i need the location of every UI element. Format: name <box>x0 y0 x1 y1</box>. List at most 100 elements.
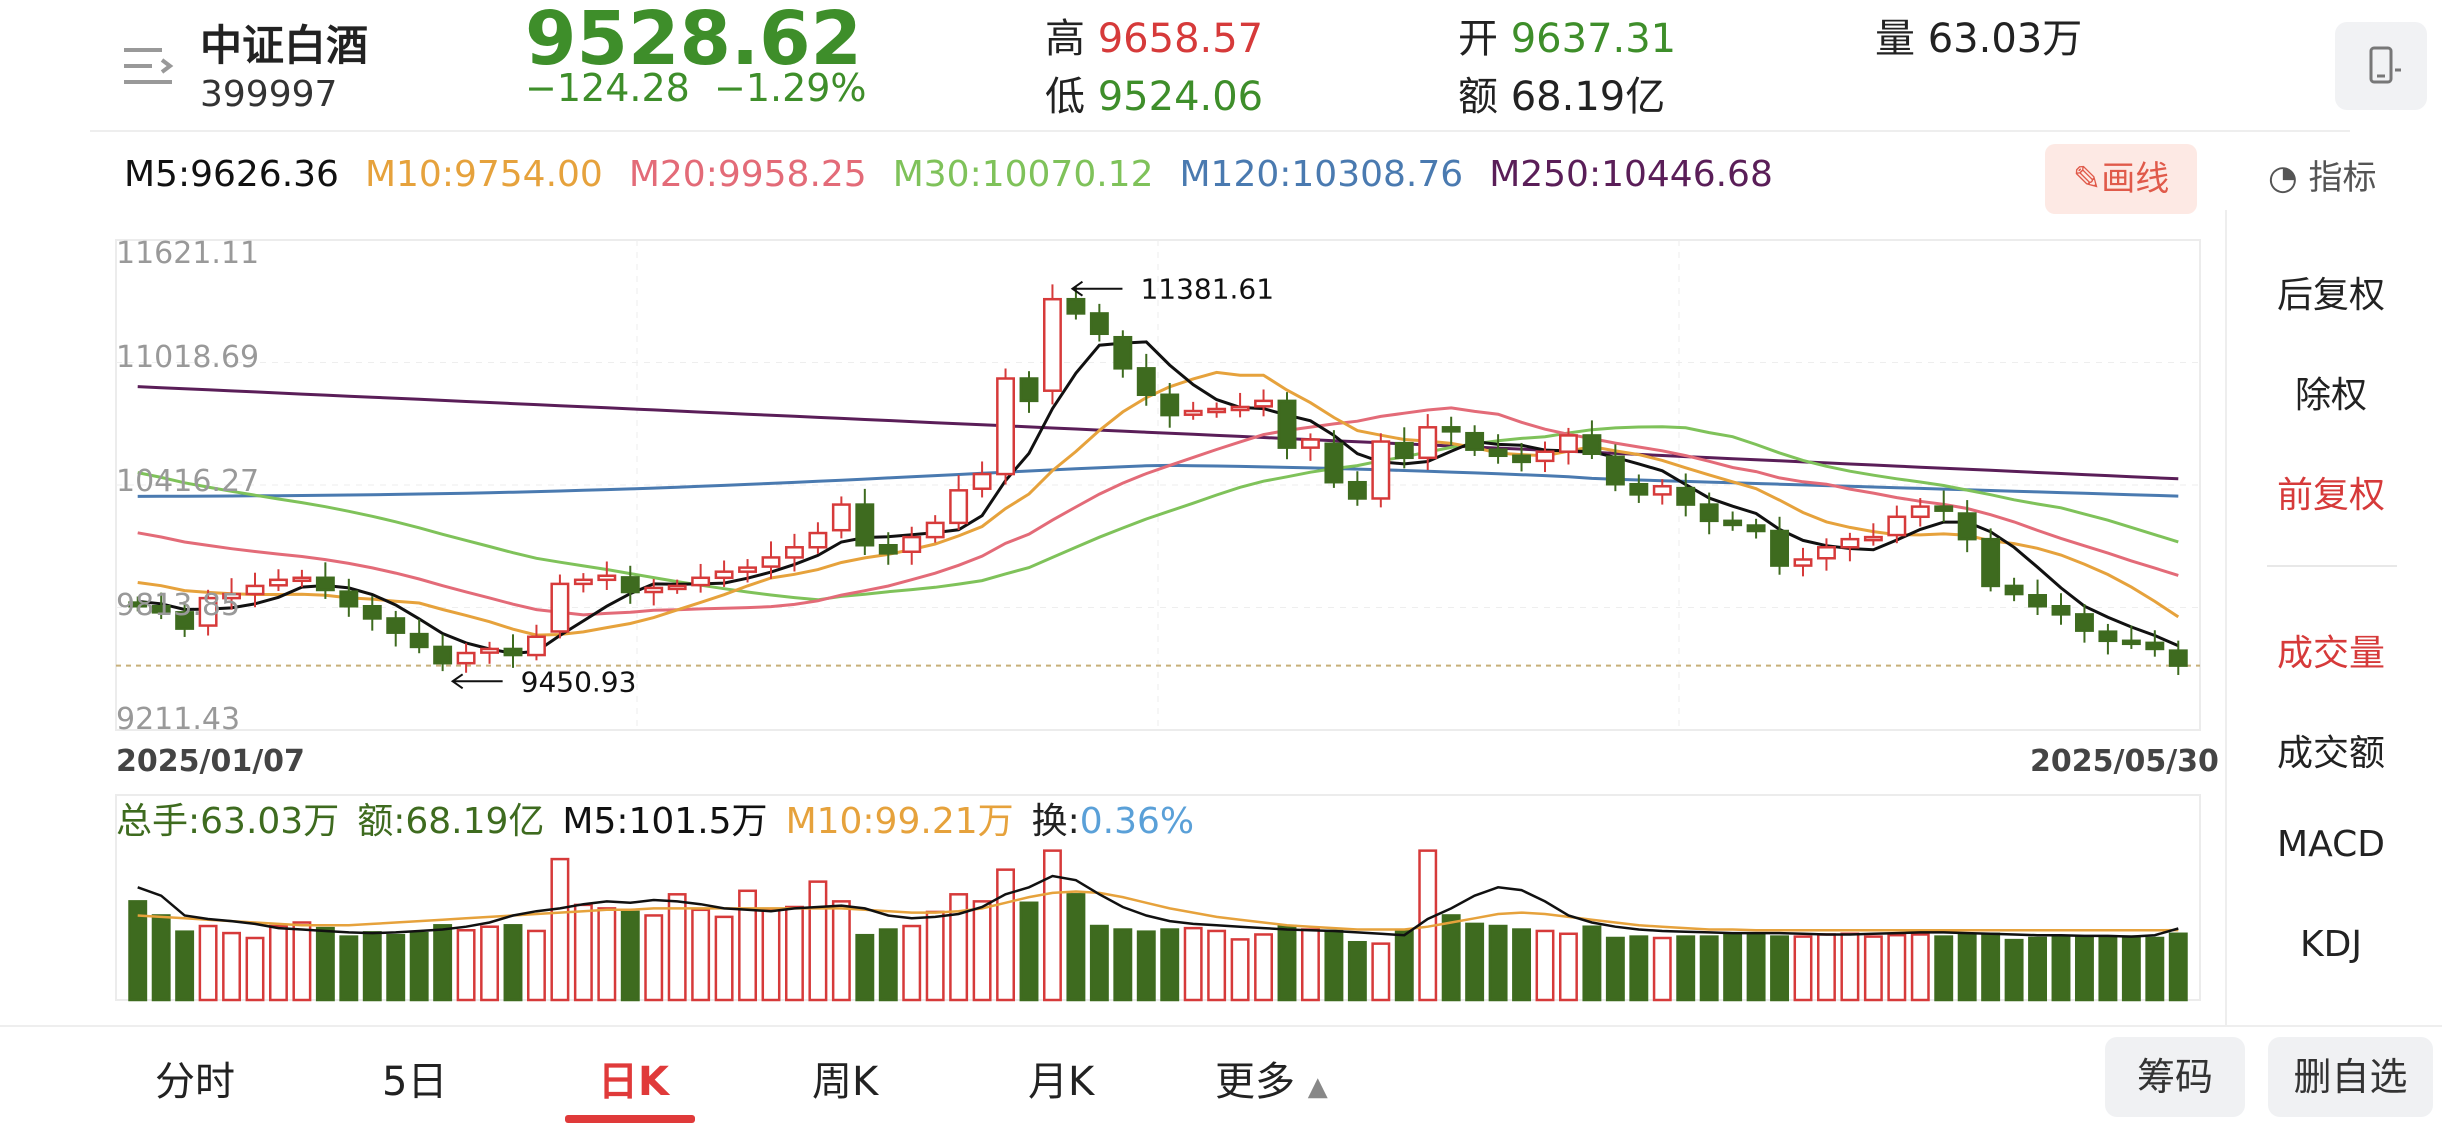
candle-body <box>175 611 195 630</box>
ma30-value: M30:10070.12 <box>892 154 1154 195</box>
side-item-post-adjust[interactable]: 后复权 <box>2276 275 2385 316</box>
candle-body <box>1394 441 1414 460</box>
volume-bar <box>691 908 711 1002</box>
amount-value: 68.19亿 <box>1510 74 1666 120</box>
landscape-toggle-button[interactable] <box>2335 22 2427 110</box>
min-arrow-head <box>450 673 464 690</box>
candle-body <box>949 489 969 525</box>
remove-watchlist-button[interactable]: 删自选 <box>2268 1037 2433 1117</box>
candle-body <box>1770 529 1790 567</box>
volume-bar <box>433 924 453 1002</box>
volume-bar <box>1371 942 1391 1002</box>
volume-stat: 量 63.03万 <box>1875 6 2082 64</box>
candle-body <box>386 617 406 634</box>
total-volume: 总手:63.03万 <box>116 801 340 842</box>
volume-bar <box>996 868 1016 1002</box>
y-tick-label: 9813.85 <box>116 588 241 623</box>
open-value: 9637.31 <box>1510 16 1677 62</box>
volume-bar <box>667 893 687 1002</box>
candle-body <box>1347 480 1367 500</box>
candle-body <box>831 503 851 532</box>
high-stat: 高 9658.57 <box>1045 6 1263 64</box>
tab-daily-k[interactable]: 日K <box>598 1059 669 1105</box>
candle-body <box>1629 482 1649 496</box>
kline-chart[interactable]: 11381.61 9450.93 <box>0 0 2442 1025</box>
candle-body <box>339 590 359 608</box>
candle-body <box>2028 594 2048 608</box>
draw-line-button[interactable]: ✎画线 <box>2045 144 2197 214</box>
candle-body <box>1652 485 1672 496</box>
volume-bar <box>503 924 523 1002</box>
index-name: 中证白酒 <box>200 21 369 70</box>
candle-body <box>362 604 382 620</box>
volume-bar <box>386 933 406 1002</box>
volume-bar <box>292 921 312 1002</box>
volume-bar <box>480 925 500 1002</box>
candle-body <box>738 566 758 573</box>
high-value: 9658.57 <box>1097 16 1264 62</box>
volume-bar <box>409 931 429 1002</box>
candle-body <box>222 592 242 600</box>
chips-button[interactable]: 筹码 <box>2105 1037 2245 1117</box>
candle-body <box>245 584 265 596</box>
candle-body <box>1488 448 1508 458</box>
indicator-button[interactable]: ◔ 指标 <box>2268 150 2376 199</box>
tab-monthly-k[interactable]: 月K <box>1028 1059 1095 1105</box>
candle-body <box>597 574 617 582</box>
tab-more-label: 更多 <box>1215 1059 1295 1105</box>
volume-bar <box>949 893 969 1002</box>
phone-rotate-icon <box>2369 46 2401 84</box>
amount-label: 额 <box>1458 74 1498 120</box>
tab-weekly-k[interactable]: 周K <box>812 1059 879 1105</box>
candle-body <box>761 556 781 568</box>
side-item-pre-adjust[interactable]: 前复权 <box>2276 475 2385 516</box>
candle-body <box>1183 409 1203 416</box>
candle-body <box>1746 524 1766 533</box>
volume-bar <box>808 880 828 1002</box>
candle-body <box>2051 604 2071 616</box>
volume-bar <box>831 900 851 1002</box>
volume-bar <box>128 900 148 1002</box>
tab-5day[interactable]: 5日 <box>382 1059 448 1105</box>
current-price: 9528.62 <box>525 0 863 82</box>
volume-bar <box>222 931 242 1002</box>
volume-bar <box>1324 929 1344 1002</box>
volume-bar <box>2051 935 2071 1002</box>
candle-body <box>1113 335 1133 370</box>
max-price-label: 11381.61 <box>1140 273 1274 306</box>
volume-bar <box>339 935 359 1002</box>
candle-body <box>1582 434 1602 455</box>
high-label: 高 <box>1045 16 1085 62</box>
candle-body <box>2121 639 2141 646</box>
max-arrow-head <box>1070 280 1084 297</box>
low-value: 9524.06 <box>1097 74 1264 120</box>
candle-body <box>1089 312 1109 336</box>
volume-bar <box>925 910 945 1002</box>
start-date: 2025/01/07 <box>116 744 305 779</box>
candle-body <box>644 586 664 594</box>
pencil-icon: ✎ <box>2072 159 2102 199</box>
candle-body <box>1300 438 1320 449</box>
volume-bar <box>2145 936 2165 1002</box>
volume-bar <box>1770 935 1790 1002</box>
candle-body <box>1207 407 1227 414</box>
tab-intraday[interactable]: 分时 <box>155 1059 235 1105</box>
side-item-macd[interactable]: MACD <box>2277 824 2385 865</box>
volume-frame <box>115 794 2201 1001</box>
candle-body <box>714 570 734 580</box>
candle-body <box>1840 537 1860 549</box>
tab-more[interactable]: 更多 ▲ <box>1215 1049 1328 1107</box>
ma120-value: M120:10308.76 <box>1179 154 1464 195</box>
side-item-ex-rights[interactable]: 除权 <box>2294 375 2367 416</box>
candle-body <box>1816 546 1836 560</box>
volume-bar <box>1981 932 2001 1002</box>
candle-body <box>1558 434 1578 453</box>
caret-up-icon: ▲ <box>1307 1072 1328 1102</box>
candle-body <box>1910 505 1930 519</box>
side-item-kdj[interactable]: KDJ <box>2300 924 2362 965</box>
candle-body <box>1042 297 1062 392</box>
side-item-amount[interactable]: 成交额 <box>2276 733 2385 774</box>
side-item-volume[interactable]: 成交量 <box>2276 633 2385 674</box>
candle-body <box>1324 442 1344 484</box>
list-menu-icon[interactable] <box>118 38 178 98</box>
